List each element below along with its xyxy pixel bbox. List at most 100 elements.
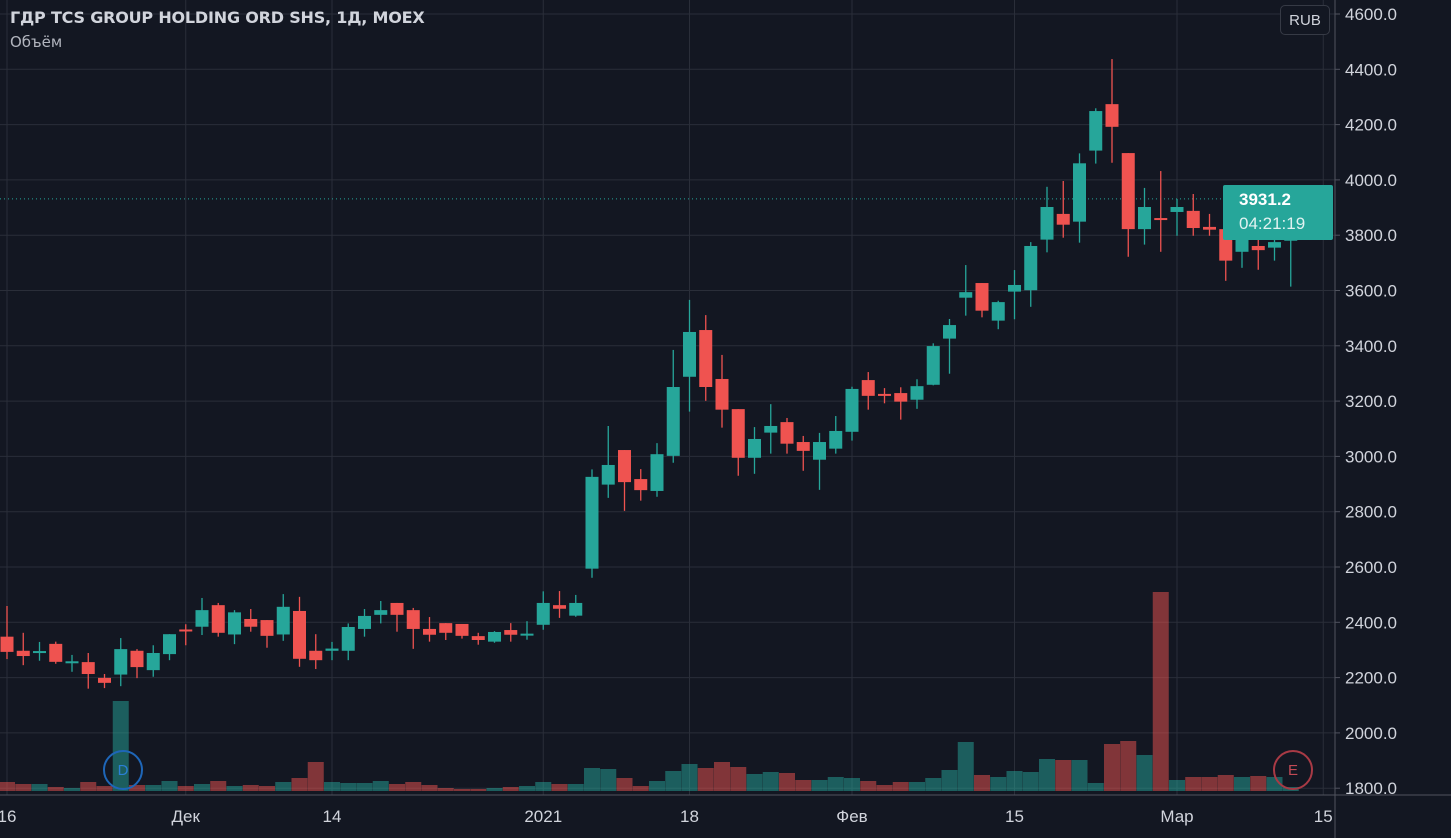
candle-up[interactable] (829, 430, 843, 449)
candle-down[interactable] (471, 636, 485, 640)
candle-up[interactable] (1040, 206, 1054, 240)
candle-down[interactable] (390, 602, 404, 615)
candle-up[interactable] (1024, 245, 1038, 291)
volume-bar (161, 781, 178, 791)
candle-down[interactable] (894, 393, 908, 402)
candle-down[interactable] (98, 677, 111, 683)
candle-up[interactable] (520, 633, 534, 636)
volume-bar (681, 764, 698, 791)
price-axis-label: 4200.0 (1345, 116, 1397, 135)
candle-down[interactable] (0, 636, 14, 652)
candle-up[interactable] (276, 606, 290, 635)
candle-down[interactable] (1203, 226, 1216, 230)
candle-up[interactable] (910, 386, 924, 400)
candle-down[interactable] (504, 630, 518, 635)
candle-up[interactable] (748, 438, 761, 458)
symbol-title[interactable]: ГДР TCS GROUP HOLDING ORD SHS, 1Д, MOEX (10, 8, 425, 27)
candle-up[interactable] (845, 388, 859, 432)
candle-up[interactable] (1089, 111, 1103, 151)
candle-down[interactable] (406, 610, 420, 629)
candle-down[interactable] (211, 605, 225, 633)
candle-up[interactable] (325, 648, 339, 651)
candle-up[interactable] (1008, 284, 1021, 292)
candle-down[interactable] (1121, 153, 1135, 230)
candle-down[interactable] (1056, 213, 1070, 225)
volume-bar (860, 781, 877, 791)
candle-up[interactable] (585, 476, 599, 569)
candle-up[interactable] (1073, 163, 1086, 222)
volume-bar (1217, 775, 1234, 791)
candle-up[interactable] (1138, 206, 1151, 230)
volume-bar (15, 784, 32, 791)
candle-down[interactable] (878, 393, 891, 396)
candle-down[interactable] (861, 380, 875, 396)
candle-down[interactable] (699, 330, 713, 387)
candle-up[interactable] (959, 292, 973, 298)
candle-down[interactable] (293, 610, 306, 659)
candle-up[interactable] (943, 325, 956, 339)
candle-up[interactable] (146, 652, 160, 671)
candle-up[interactable] (358, 615, 371, 629)
volume-bar (779, 773, 795, 791)
candle-down[interactable] (553, 605, 566, 609)
candle-up[interactable] (650, 454, 664, 491)
volume-bar (974, 775, 990, 791)
candle-up[interactable] (764, 425, 778, 433)
candle-down[interactable] (130, 650, 144, 668)
candle-up[interactable] (228, 612, 241, 635)
time-axis-label: 16 (0, 807, 16, 826)
candle-up[interactable] (33, 651, 46, 654)
candle-down[interactable] (309, 650, 323, 661)
currency-button[interactable]: RUB (1280, 5, 1330, 35)
candle-down[interactable] (634, 479, 648, 491)
earnings-marker[interactable]: E (1273, 750, 1313, 790)
candle-up[interactable] (569, 602, 583, 616)
candle-up[interactable] (683, 331, 696, 377)
candle-down[interactable] (423, 628, 436, 635)
candle-up[interactable] (1170, 206, 1184, 212)
candle-up[interactable] (1268, 242, 1281, 248)
candle-down[interactable] (260, 620, 274, 636)
candle-down[interactable] (975, 283, 989, 311)
volume-bar (275, 782, 292, 791)
candle-up[interactable] (163, 634, 176, 655)
volume-bar (649, 781, 665, 791)
candle-up[interactable] (341, 627, 355, 651)
time-axis-label: 14 (323, 807, 342, 826)
candle-down[interactable] (179, 629, 193, 632)
candle-up[interactable] (488, 631, 501, 642)
candle-down[interactable] (1186, 210, 1200, 229)
candle-up[interactable] (926, 346, 940, 385)
price-axis-label: 4400.0 (1345, 60, 1397, 79)
chart-legend: ГДР TCS GROUP HOLDING ORD SHS, 1Д, MOEX … (10, 8, 425, 51)
candle-down[interactable] (780, 422, 794, 444)
price-axis-label: 4000.0 (1345, 171, 1397, 190)
candle-up[interactable] (195, 610, 209, 627)
candle-down[interactable] (1105, 104, 1119, 127)
candle-down[interactable] (618, 450, 631, 483)
candle-down[interactable] (1154, 218, 1168, 221)
candle-down[interactable] (16, 650, 30, 657)
candle-down[interactable] (49, 643, 63, 662)
candle-down[interactable] (1251, 245, 1265, 251)
candle-up[interactable] (65, 661, 79, 664)
volume-indicator-label[interactable]: Объём (10, 33, 63, 51)
candle-up[interactable] (991, 302, 1005, 321)
candle-up[interactable] (666, 386, 680, 456)
candle-up[interactable] (813, 442, 826, 460)
candle-down[interactable] (715, 378, 729, 410)
candle-down[interactable] (455, 623, 469, 636)
candle-up[interactable] (374, 610, 388, 615)
candle-down[interactable] (731, 409, 745, 458)
candle-down[interactable] (439, 623, 453, 633)
candle-down[interactable] (244, 618, 258, 627)
candle-up[interactable] (601, 464, 615, 485)
volume-bar (0, 782, 15, 791)
candle-down[interactable] (81, 662, 95, 675)
volume-bar (242, 785, 259, 791)
candle-down[interactable] (796, 442, 810, 451)
candle-up[interactable] (114, 649, 128, 675)
candle-up[interactable] (536, 602, 550, 625)
dividend-marker[interactable]: D (103, 750, 143, 790)
